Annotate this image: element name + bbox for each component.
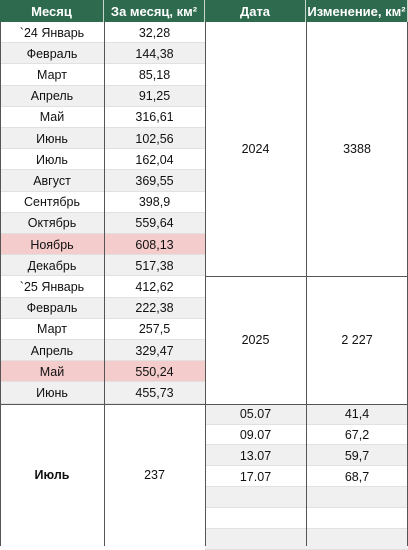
row-gridline	[0, 63, 205, 65]
row-gridline	[0, 402, 205, 404]
area-cell[interactable]: 608,13	[104, 234, 205, 256]
month-cell[interactable]: Апрель	[0, 85, 104, 107]
year-change-cell[interactable]: 3388	[306, 22, 408, 277]
july-change-cell[interactable]: 41,4	[306, 403, 408, 425]
month-cell[interactable]: Октябрь	[0, 212, 104, 234]
row-gridline	[0, 339, 205, 340]
july-month-cell[interactable]: Июль	[0, 403, 104, 546]
area-cell[interactable]: 329,47	[104, 340, 205, 362]
area-cell[interactable]: 550,24	[104, 361, 205, 383]
block-border	[205, 276, 408, 278]
area-cell[interactable]: 398,9	[104, 191, 205, 213]
area-cell[interactable]: 32,28	[104, 22, 205, 44]
month-cell[interactable]: `24 Январь	[0, 22, 104, 44]
month-cell[interactable]: Июль	[0, 149, 104, 171]
year-cell[interactable]: 2024	[205, 22, 306, 277]
area-cell[interactable]: 316,61	[104, 106, 205, 128]
year-cell[interactable]: 2025	[205, 276, 306, 404]
row-gridline	[0, 275, 205, 277]
row-gridline	[0, 317, 205, 319]
row-gridline	[0, 105, 205, 107]
header-month[interactable]: Месяц	[0, 0, 104, 22]
july-change-cell[interactable]: 67,2	[306, 424, 408, 446]
july-change-cell[interactable]	[306, 487, 408, 509]
year-change-cell[interactable]: 2 227	[306, 276, 408, 404]
july-change-cell[interactable]	[306, 508, 408, 529]
area-cell[interactable]: 162,04	[104, 149, 205, 171]
july-date-cell[interactable]: 17.07	[205, 466, 306, 488]
july-date-cell[interactable]	[205, 508, 306, 529]
row-gridline	[0, 233, 205, 234]
july-change-cell[interactable]: 68,7	[306, 466, 408, 488]
row-gridline	[0, 169, 205, 171]
row-gridline	[0, 254, 205, 256]
month-cell[interactable]: Сентябрь	[0, 191, 104, 213]
month-cell[interactable]: Март	[0, 64, 104, 86]
area-cell[interactable]: 222,38	[104, 297, 205, 319]
row-gridline	[0, 42, 205, 44]
column-border	[104, 22, 105, 546]
row-gridline	[0, 381, 205, 383]
header-monthly-area[interactable]: За месяц, км²	[104, 0, 205, 22]
month-cell[interactable]: Февраль	[0, 43, 104, 65]
month-cell[interactable]: Июнь	[0, 382, 104, 404]
july-date-cell[interactable]: 09.07	[205, 424, 306, 446]
row-gridline	[0, 360, 205, 362]
area-cell[interactable]: 369,55	[104, 170, 205, 192]
month-cell[interactable]: Февраль	[0, 297, 104, 319]
july-area-cell[interactable]: 237	[104, 403, 205, 546]
header-date[interactable]: Дата	[205, 0, 306, 22]
july-change-cell[interactable]	[306, 529, 408, 550]
area-cell[interactable]: 102,56	[104, 128, 205, 150]
area-cell[interactable]: 455,73	[104, 382, 205, 404]
july-change-cell[interactable]: 59,7	[306, 445, 408, 467]
month-cell[interactable]: Апрель	[0, 340, 104, 362]
area-cell[interactable]: 412,62	[104, 276, 205, 298]
column-border	[205, 22, 206, 546]
month-cell[interactable]: Ноябрь	[0, 234, 104, 256]
area-cell[interactable]: 91,25	[104, 85, 205, 107]
column-border	[0, 22, 1, 546]
row-gridline	[0, 84, 205, 86]
row-gridline	[0, 211, 205, 213]
column-border	[306, 22, 307, 546]
header-change[interactable]: Изменение, км²	[306, 0, 408, 22]
july-date-cell[interactable]: 13.07	[205, 445, 306, 467]
month-cell[interactable]: Декабрь	[0, 255, 104, 277]
area-cell[interactable]: 85,18	[104, 64, 205, 86]
area-cell[interactable]: 517,38	[104, 255, 205, 277]
july-date-cell[interactable]	[205, 487, 306, 509]
row-gridline	[0, 148, 205, 150]
month-cell[interactable]: Май	[0, 361, 104, 383]
row-gridline	[0, 127, 205, 128]
july-date-cell[interactable]	[205, 529, 306, 550]
block-border	[0, 403, 408, 405]
month-cell[interactable]: Март	[0, 318, 104, 340]
area-cell[interactable]: 144,38	[104, 43, 205, 65]
july-date-cell[interactable]: 05.07	[205, 403, 306, 425]
row-gridline	[0, 296, 205, 298]
area-cell[interactable]: 257,5	[104, 318, 205, 340]
month-cell[interactable]: Август	[0, 170, 104, 192]
month-cell[interactable]: Май	[0, 106, 104, 128]
month-cell[interactable]: `25 Январь	[0, 276, 104, 298]
row-gridline	[0, 190, 205, 192]
month-cell[interactable]: Июнь	[0, 128, 104, 150]
area-cell[interactable]: 559,64	[104, 212, 205, 234]
